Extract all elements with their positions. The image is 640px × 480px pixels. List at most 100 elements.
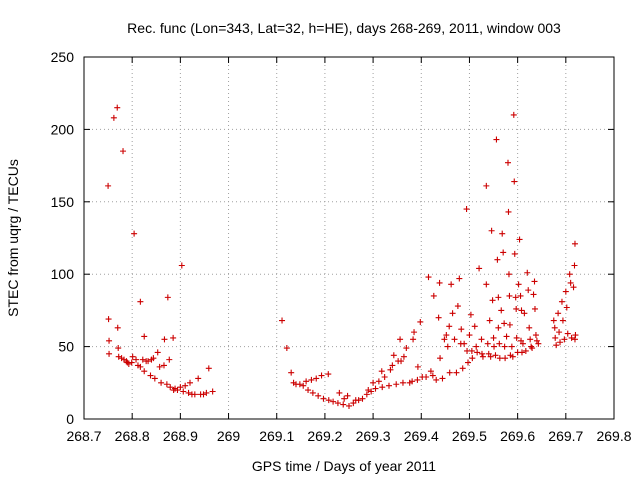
data-point-marker	[147, 372, 154, 379]
x-tick-label: 268.8	[115, 428, 150, 444]
data-point-marker	[437, 355, 444, 362]
data-point-marker	[410, 336, 417, 343]
data-point-marker	[305, 387, 312, 394]
data-point-marker	[474, 349, 481, 356]
data-point-marker	[279, 317, 286, 324]
data-point-marker	[572, 332, 579, 339]
data-point-marker	[441, 336, 448, 343]
grid-lines	[84, 57, 614, 419]
data-point-marker	[562, 288, 569, 295]
data-point-marker	[531, 305, 538, 312]
data-point-marker	[511, 250, 518, 257]
data-point-marker	[483, 281, 490, 288]
data-point-marker	[145, 358, 152, 365]
data-point-marker	[393, 381, 400, 388]
data-point-marker	[446, 323, 453, 330]
plot-frame	[83, 56, 615, 420]
data-point-marker	[164, 294, 171, 301]
data-point-marker	[466, 332, 473, 339]
data-point-marker	[510, 111, 517, 118]
data-point-marker	[496, 355, 503, 362]
data-point-marker	[500, 249, 507, 256]
data-point-marker	[448, 281, 455, 288]
data-point-marker	[283, 345, 290, 352]
data-point-marker	[330, 398, 337, 405]
data-point-marker	[517, 292, 524, 299]
data-point-marker	[522, 347, 529, 354]
data-point-marker	[167, 384, 174, 391]
data-point-marker	[137, 298, 144, 305]
y-axis-ticks: 0 50 100 150 200 250	[51, 49, 614, 427]
data-point-marker	[170, 334, 177, 341]
data-point-marker	[423, 374, 430, 381]
data-point-marker	[478, 350, 485, 357]
data-point-marker	[503, 333, 510, 340]
data-point-marker	[318, 372, 325, 379]
data-point-marker	[465, 359, 472, 366]
data-point-marker	[110, 114, 117, 121]
data-point-marker	[379, 384, 386, 391]
data-point-marker	[425, 274, 432, 281]
data-point-marker	[486, 317, 493, 324]
data-point-marker	[556, 329, 563, 336]
data-point-marker	[315, 392, 322, 399]
data-point-marker	[182, 382, 189, 389]
data-point-marker	[381, 374, 388, 381]
data-point-marker	[378, 368, 385, 375]
data-point-marker	[461, 340, 468, 347]
data-point-marker	[531, 278, 538, 285]
data-point-marker	[521, 310, 528, 317]
data-point-marker	[370, 379, 377, 386]
data-point-marker	[430, 292, 437, 299]
y-tick-label: 100	[51, 266, 75, 282]
data-point-marker	[414, 363, 421, 370]
y-tick-label: 250	[51, 49, 75, 65]
data-point-marker	[564, 330, 571, 337]
data-point-marker	[558, 298, 565, 305]
data-point-marker	[570, 284, 577, 291]
data-point-marker	[499, 230, 506, 237]
data-point-marker	[105, 316, 112, 323]
data-point-marker	[501, 320, 508, 327]
x-tick-label: 269.1	[259, 428, 294, 444]
data-point-marker	[476, 265, 483, 272]
data-point-marker	[372, 385, 379, 392]
data-point-marker	[494, 256, 501, 263]
data-point-marker	[131, 230, 138, 237]
data-point-marker	[105, 182, 112, 189]
data-point-marker	[375, 378, 382, 385]
data-point-marker	[385, 382, 392, 389]
data-point-marker	[453, 369, 460, 376]
data-point-marker	[488, 227, 495, 234]
data-point-marker	[473, 343, 480, 350]
data-point-marker	[498, 307, 505, 314]
x-tick-label: 269.8	[596, 428, 631, 444]
data-point-marker	[559, 317, 566, 324]
data-point-marker	[363, 391, 370, 398]
data-point-marker	[414, 376, 421, 383]
data-point-marker	[115, 345, 122, 352]
data-point-marker	[106, 350, 113, 357]
data-point-marker	[463, 206, 470, 213]
data-point-marker	[444, 343, 451, 350]
data-point-marker	[557, 339, 564, 346]
data-point-marker	[492, 352, 499, 359]
x-tick-label: 269.3	[356, 428, 391, 444]
data-point-marker	[443, 332, 450, 339]
data-point-marker	[141, 333, 148, 340]
data-point-marker	[137, 363, 144, 370]
data-point-marker	[484, 340, 491, 347]
data-point-marker	[471, 323, 478, 330]
x-tick-label: 268.9	[163, 428, 198, 444]
data-point-marker	[511, 178, 518, 185]
y-tick-label: 0	[66, 411, 74, 427]
data-point-marker	[479, 353, 486, 360]
data-point-marker	[561, 336, 568, 343]
data-point-marker	[161, 336, 168, 343]
data-point-marker	[505, 208, 512, 215]
data-point-marker	[203, 389, 210, 396]
x-axis-title: GPS time / Days of year 2011	[252, 458, 436, 474]
data-point-marker	[325, 371, 332, 378]
data-point-marker	[344, 392, 351, 399]
